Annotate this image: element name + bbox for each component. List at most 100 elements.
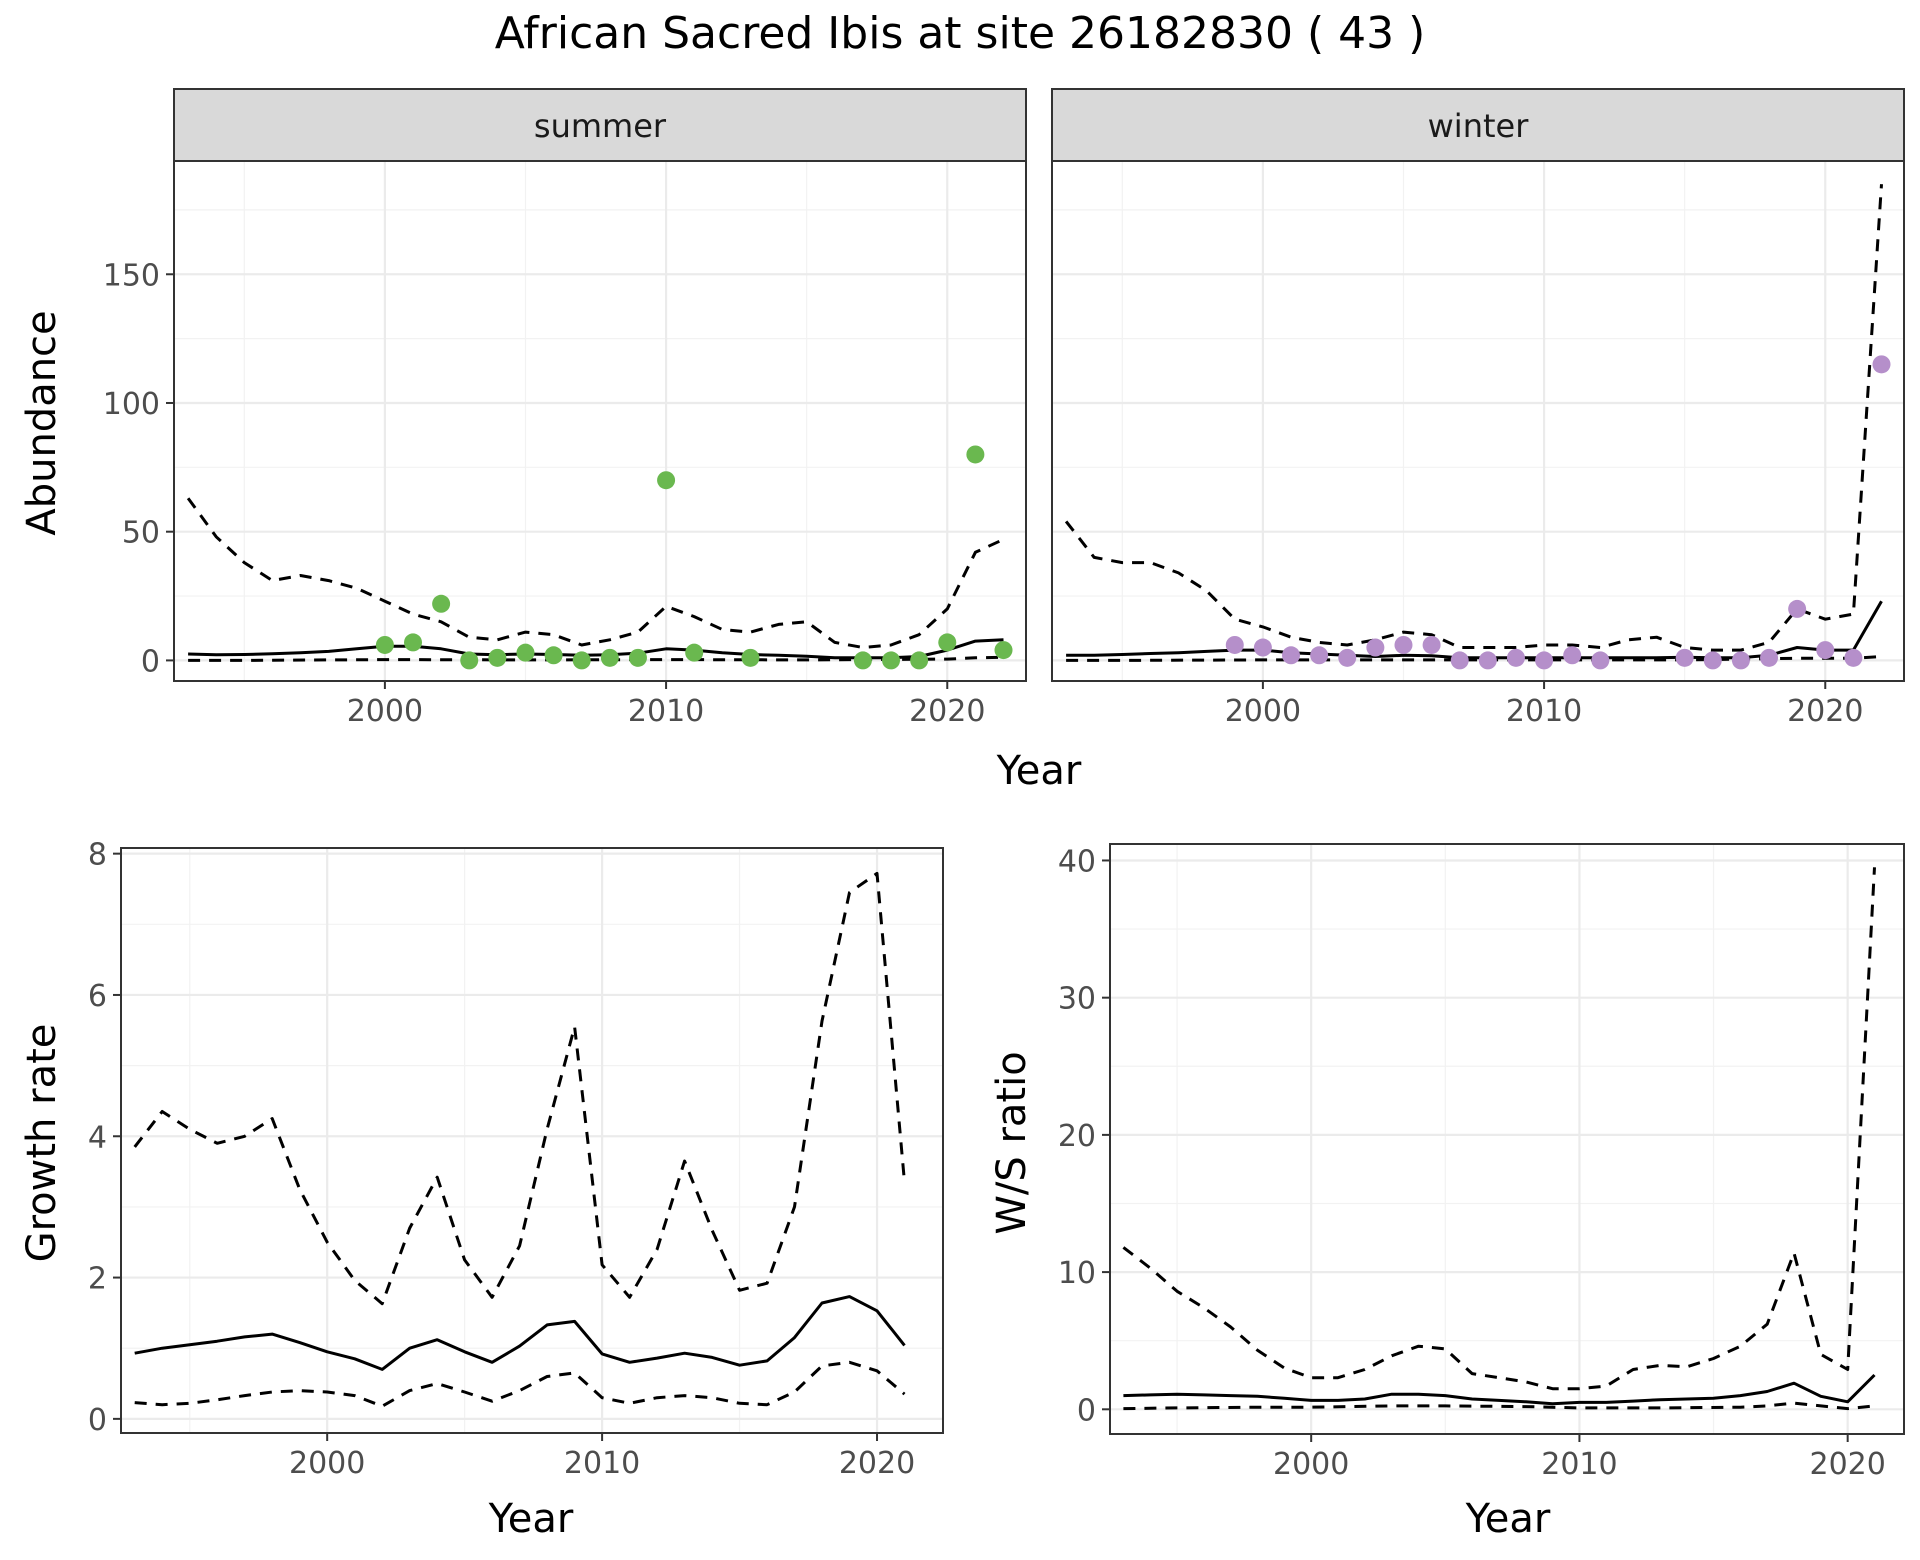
plot-growth-rate: 2000 2010 2020 0 2 4 6 8	[88, 838, 944, 1481]
data-point	[1844, 648, 1863, 667]
plot-background	[1110, 844, 1904, 1434]
x-tick-label: 2020	[1787, 694, 1863, 729]
panel-ws-ratio: 2000 2010 2020 0 10 20 30 40	[1058, 843, 1905, 1482]
data-point	[1703, 651, 1722, 670]
plot-border	[1109, 843, 1905, 1435]
y-tick-label: 0	[88, 1403, 107, 1438]
data-point	[1478, 651, 1497, 670]
y-tick-label: 6	[88, 979, 107, 1014]
data-point	[1225, 635, 1244, 654]
plot-summer: 2000 2010 2020 0 50 100 150	[103, 160, 1027, 729]
x-axis-title-ws: Year	[1465, 1496, 1551, 1542]
x-tick-label: 2000	[347, 694, 423, 729]
y-tick-label: 8	[88, 838, 107, 873]
strip-winter-label: winter	[1428, 107, 1530, 145]
plot-border	[173, 160, 1027, 682]
data-point	[1760, 648, 1779, 667]
plot-background	[121, 848, 943, 1433]
y-tick-label: 4	[88, 1120, 107, 1155]
y-axis-title-ws: W/S ratio	[989, 1051, 1035, 1234]
series-line-bound	[1064, 184, 1883, 652]
data-point	[966, 445, 985, 464]
data-point	[404, 633, 423, 652]
series-line-bound	[1066, 655, 1882, 662]
data-point	[657, 471, 676, 490]
plot-winter: 2000 2010 2020	[1051, 160, 1905, 729]
data-point	[1394, 635, 1413, 654]
series-line-bound	[133, 871, 906, 1306]
y-tick-label: 20	[1058, 1119, 1096, 1154]
figure-title: African Sacred Ibis at site 26182830 ( 4…	[495, 8, 1426, 59]
data-point	[1563, 646, 1582, 665]
data-point	[516, 643, 535, 662]
data-point	[460, 651, 479, 670]
data-point	[1506, 648, 1525, 667]
data-point	[600, 648, 619, 667]
data-point	[1731, 651, 1750, 670]
data-point	[685, 643, 704, 662]
x-tick-label: 2010	[1541, 1447, 1617, 1482]
data-point	[1535, 651, 1554, 670]
data-point	[375, 635, 394, 654]
series-line-bound	[134, 1360, 906, 1408]
data-point	[853, 651, 872, 670]
x-axis-title-abundance: Year	[996, 748, 1082, 794]
y-tick-label: 30	[1058, 982, 1096, 1017]
x-tick-label: 2000	[1273, 1447, 1349, 1482]
data-point	[1282, 646, 1301, 665]
plot-background	[174, 161, 1026, 681]
plot-border	[120, 847, 944, 1434]
plot-border	[1051, 160, 1905, 682]
plot-ws-ratio: 2000 2010 2020 0 10 20 30 40	[1058, 843, 1905, 1482]
y-tick-label: 0	[1077, 1393, 1096, 1428]
data-point	[488, 648, 507, 667]
x-tick-label: 2000	[1225, 694, 1301, 729]
y-tick-label: 0	[141, 644, 160, 679]
y-axis-title-growth: Growth rate	[19, 1024, 65, 1263]
x-tick-label: 2020	[909, 694, 985, 729]
y-tick-label: 10	[1058, 1256, 1096, 1291]
series-line-estimate	[1123, 1373, 1876, 1406]
data-point	[1675, 648, 1694, 667]
x-tick-label: 2010	[628, 694, 704, 729]
series-line-estimate	[134, 1295, 906, 1371]
y-tick-label: 100	[103, 387, 160, 422]
series-line-bound	[1122, 867, 1876, 1391]
data-point	[882, 651, 901, 670]
y-tick-label: 150	[103, 258, 160, 293]
x-axis-title-growth: Year	[488, 1496, 574, 1542]
y-tick-label: 50	[122, 516, 160, 551]
data-point	[1253, 638, 1272, 657]
data-point	[1788, 599, 1807, 618]
data-point	[1422, 635, 1441, 654]
strip-winter	[1051, 88, 1905, 162]
data-point	[938, 633, 957, 652]
data-point	[910, 651, 929, 670]
x-tick-label: 2020	[839, 1446, 915, 1481]
x-tick-label: 2010	[1506, 694, 1582, 729]
plot-background	[1052, 161, 1904, 681]
panel-winter: winter 2000 2010 2020	[1051, 88, 1905, 729]
panel-growth-rate: 2000 2010 2020 0 2 4 6 8	[88, 838, 944, 1481]
data-point	[572, 651, 591, 670]
x-tick-label: 2000	[289, 1446, 365, 1481]
data-point	[1591, 651, 1610, 670]
panel-summer: summer 2000 2010 2020 0 50 100 150	[103, 88, 1027, 729]
data-point	[1310, 646, 1329, 665]
y-tick-label: 2	[88, 1262, 107, 1297]
data-point	[1816, 641, 1835, 660]
data-point	[628, 648, 647, 667]
series-line-bound	[186, 497, 1005, 649]
data-point	[432, 594, 451, 613]
data-point	[1872, 355, 1891, 374]
strip-summer	[173, 88, 1027, 162]
x-tick-label: 2020	[1809, 1447, 1885, 1482]
data-point	[544, 646, 563, 665]
y-axis-title-abundance: Abundance	[19, 310, 65, 535]
strip-summer-label: summer	[534, 107, 667, 145]
series-line-bound	[1123, 1401, 1875, 1411]
data-point	[741, 648, 760, 667]
data-point	[1366, 638, 1385, 657]
data-point	[1450, 651, 1469, 670]
